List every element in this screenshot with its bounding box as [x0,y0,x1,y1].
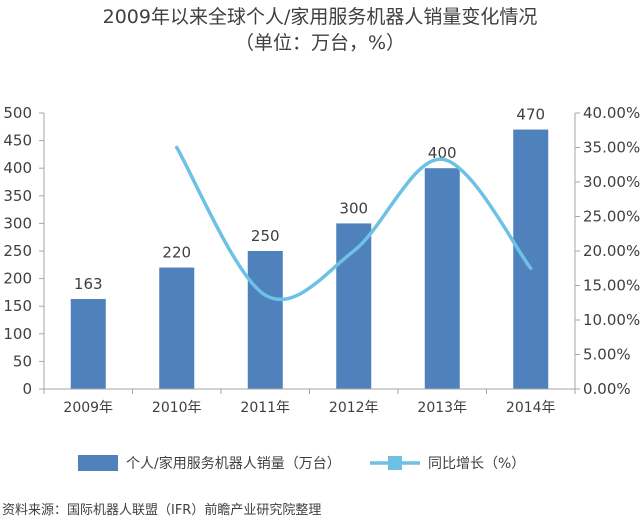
bar [247,251,283,389]
left-axis-tick-label: 250 [3,242,32,260]
bar-series [70,129,549,389]
left-axis-tick-label: 450 [3,132,32,150]
right-axis-tick-label: 5.00% [583,346,631,364]
right-axis-tick-label: 30.00% [583,173,640,191]
left-axis-tick-label: 150 [3,297,32,315]
bar-data-labels: 163 220 250 300 400 470 [74,106,545,293]
bar-data-label: 163 [74,275,103,293]
left-axis-tick-label: 50 [13,352,32,370]
right-axis-tick-label: 25.00% [583,208,640,226]
left-axis-tick-label: 0 [22,380,32,398]
source-note: 资料来源：国际机器人联盟（IFR）前瞻产业研究院整理 [2,503,322,518]
growth-line [175,145,533,302]
x-axis-tick-label: 2012年 [329,400,379,416]
x-axis-tick-label: 2013年 [417,400,467,416]
legend: 个人/家用服务机器人销量（万台） 同比增长（%） [78,455,525,472]
bar-data-label: 400 [428,144,457,162]
right-axis-tick-label: 10.00% [583,311,640,329]
bar [424,168,460,389]
bar [336,223,372,389]
right-axis-tick-label: 15.00% [583,277,640,295]
right-axis-tick-label: 20.00% [583,242,640,260]
bar-data-label: 250 [251,227,280,245]
left-axis-tick-label: 500 [3,104,32,122]
chart-title: 2009年以来全球个人/家用服务机器人销量变化情况 [102,6,538,28]
bar-data-label: 470 [516,106,545,124]
legend-label-line: 同比增长（%） [428,456,525,472]
bar-data-label: 300 [339,199,368,217]
x-axis-tick-label: 2010年 [152,400,202,416]
left-axis-tick-label: 300 [3,214,32,232]
x-axis: 2009年 2010年 2011年 2012年 2013年 2014年 [43,388,576,416]
legend-swatch-bar [78,455,118,471]
right-axis-tick-label: 0.00% [583,380,631,398]
bar [513,129,549,389]
legend-label-bar: 个人/家用服务机器人销量（万台） [126,455,341,472]
x-axis-tick-label: 2014年 [506,400,556,416]
left-axis-tick-label: 100 [3,325,32,343]
left-axis-tick-label: 350 [3,187,32,205]
bar-data-label: 220 [162,244,191,262]
bar [159,267,195,389]
left-axis: 0 50 100 150 200 250 300 350 400 450 500 [3,104,45,398]
growth-line-series [175,145,533,302]
right-axis-tick-label: 40.00% [583,104,640,122]
legend-swatch-marker [388,456,402,470]
left-axis-tick-label: 200 [3,270,32,288]
chart-subtitle: （单位：万台，%） [234,32,406,54]
bar [70,299,106,389]
right-axis-tick-label: 35.00% [583,139,640,157]
x-axis-tick-label: 2011年 [240,400,290,416]
right-axis: 0.00% 5.00% 10.00% 15.00% 20.00% 25.00% 30.00%… [574,104,640,398]
left-axis-tick-label: 400 [3,159,32,177]
x-axis-tick-label: 2009年 [63,400,113,416]
